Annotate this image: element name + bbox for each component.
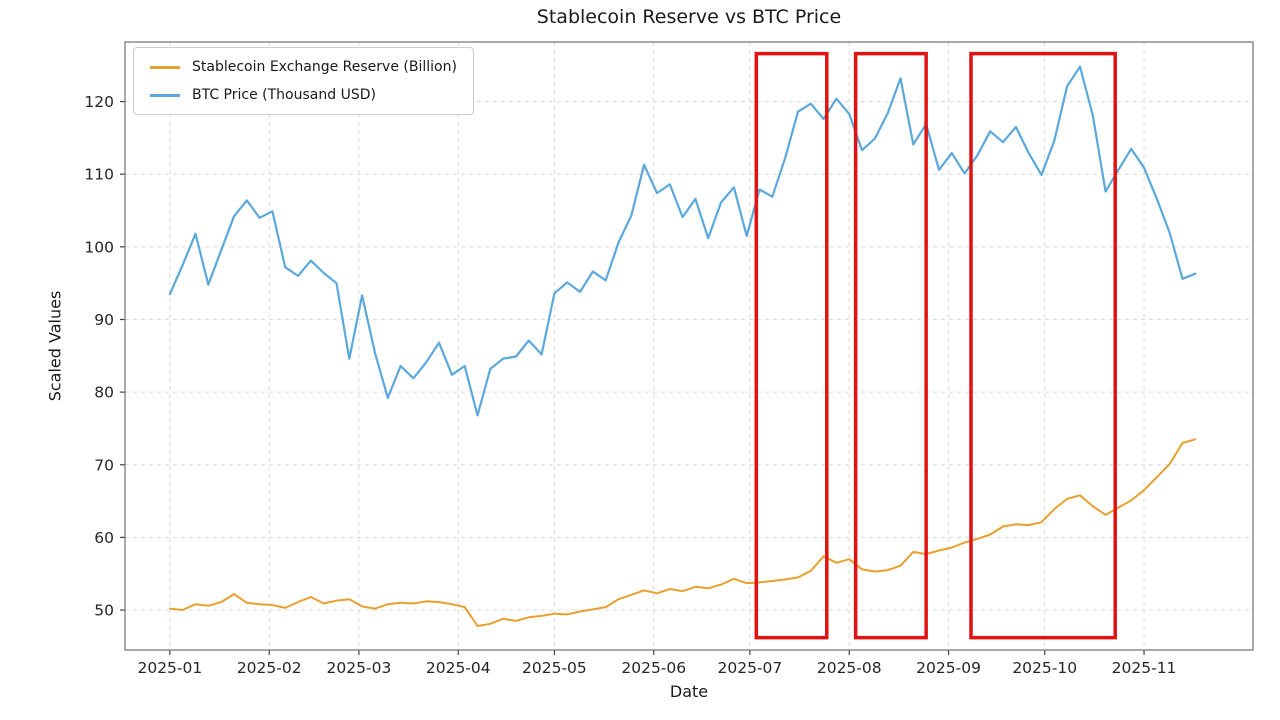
btc-price-line-swatch <box>150 93 180 97</box>
x-tick-label: 2025-10 <box>1012 659 1077 677</box>
x-tick-label: 2025-05 <box>522 659 587 677</box>
y-tick-label: 70 <box>94 456 114 474</box>
btc-price-line <box>168 65 1197 417</box>
y-tick-label: 110 <box>84 166 114 184</box>
legend: Stablecoin Exchange Reserve (Billion) BT… <box>133 47 474 115</box>
legend-label-btc-price: BTC Price (Thousand USD) <box>192 87 376 103</box>
x-tick-label: 2025-03 <box>327 659 392 677</box>
x-tick-label: 2025-04 <box>426 659 491 677</box>
x-tick-label: 2025-02 <box>237 659 302 677</box>
x-tick-label: 2025-06 <box>621 659 686 677</box>
chart-title: Stablecoin Reserve vs BTC Price <box>536 6 842 28</box>
y-tick-label: 50 <box>94 602 114 620</box>
stablecoin-reserve-line-swatch <box>150 65 180 69</box>
highlight-box <box>969 51 1117 640</box>
plot-border <box>124 41 1254 651</box>
x-tick-label: 2025-01 <box>137 659 202 677</box>
legend-entry-btc-price: BTC Price (Thousand USD) <box>150 87 457 103</box>
x-tick-label: 2025-07 <box>718 659 783 677</box>
y-tick-label: 90 <box>94 311 114 329</box>
y-tick-label: 60 <box>94 529 114 547</box>
y-tick-label: 80 <box>94 384 114 402</box>
y-tick-label: 100 <box>84 238 114 256</box>
x-tick-label: 2025-11 <box>1112 659 1177 677</box>
stablecoin-reserve-line <box>168 438 1197 627</box>
legend-entry-stablecoin-reserve: Stablecoin Exchange Reserve (Billion) <box>150 59 457 75</box>
x-tick-label: 2025-08 <box>817 659 882 677</box>
highlight-box <box>754 51 829 640</box>
y-tick-label: 120 <box>84 93 114 111</box>
highlight-box <box>853 51 928 640</box>
x-axis-label: Date <box>669 682 709 701</box>
legend-label-stablecoin-reserve: Stablecoin Exchange Reserve (Billion) <box>192 59 457 75</box>
x-tick-label: 2025-09 <box>916 659 981 677</box>
y-axis-label: Scaled Values <box>45 290 65 402</box>
